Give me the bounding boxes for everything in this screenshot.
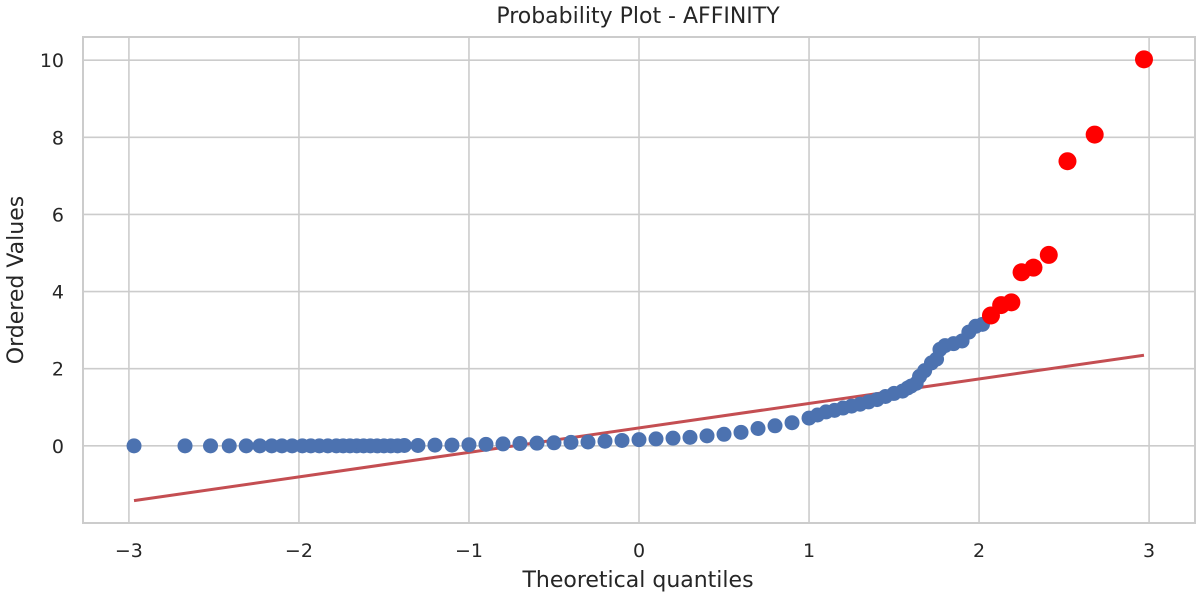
chart-title: Probability Plot - AFFINITY <box>496 4 780 29</box>
outlier-point <box>1039 245 1058 264</box>
outlier-point <box>1058 152 1077 171</box>
data-point <box>716 426 732 442</box>
y-tick-label: 0 <box>52 436 64 458</box>
data-point <box>784 415 800 431</box>
y-axis-label: Ordered Values <box>4 196 29 364</box>
fit-line <box>133 353 1145 503</box>
x-axis-label: Theoretical quantiles <box>521 568 753 593</box>
data-point <box>238 438 254 454</box>
y-tick-label: 4 <box>52 282 64 304</box>
data-point <box>126 438 142 454</box>
x-tick-label: 2 <box>973 540 985 562</box>
y-tick-label: 10 <box>40 50 64 72</box>
data-point <box>529 435 545 451</box>
x-axis-ticks: −3 −2 −1 0 1 2 3 <box>115 540 1155 562</box>
y-tick-label: 8 <box>52 127 64 149</box>
data-point <box>631 432 647 448</box>
outlier-point <box>1085 125 1104 144</box>
x-tick-label: 3 <box>1143 540 1155 562</box>
y-axis-ticks: 0 2 4 6 8 10 <box>40 50 64 458</box>
data-point <box>614 432 630 448</box>
data-point <box>546 435 562 451</box>
outlier-point <box>1024 258 1043 277</box>
data-point <box>444 437 460 453</box>
data-point <box>682 429 698 445</box>
data-point <box>648 431 664 447</box>
y-tick-label: 2 <box>52 359 64 381</box>
data-point <box>203 438 219 454</box>
data-point <box>396 437 412 453</box>
data-point <box>512 436 528 452</box>
data-point <box>221 438 237 454</box>
data-point <box>495 436 511 452</box>
data-point <box>699 428 715 444</box>
data-point <box>478 436 494 452</box>
data-point <box>580 434 596 450</box>
x-tick-label: −1 <box>455 540 483 562</box>
y-tick-label: 6 <box>52 204 64 226</box>
data-point <box>750 421 766 436</box>
data-point <box>252 438 268 454</box>
x-tick-label: −2 <box>285 540 313 562</box>
x-tick-label: −3 <box>115 540 143 562</box>
fit-line-layer <box>133 353 1145 503</box>
outlier-point <box>1002 293 1021 312</box>
data-point <box>427 437 443 453</box>
data-point <box>665 430 681 446</box>
data-point <box>461 437 477 453</box>
x-tick-label: 0 <box>633 540 645 562</box>
points-layer <box>126 50 1153 454</box>
data-point <box>733 424 749 440</box>
outlier-point <box>1134 50 1153 69</box>
data-point <box>410 437 426 453</box>
data-point <box>767 418 783 434</box>
x-tick-label: 1 <box>803 540 815 562</box>
data-point <box>177 438 193 454</box>
data-point <box>597 433 613 449</box>
data-point <box>563 434 579 450</box>
plot-frame <box>82 36 1196 524</box>
